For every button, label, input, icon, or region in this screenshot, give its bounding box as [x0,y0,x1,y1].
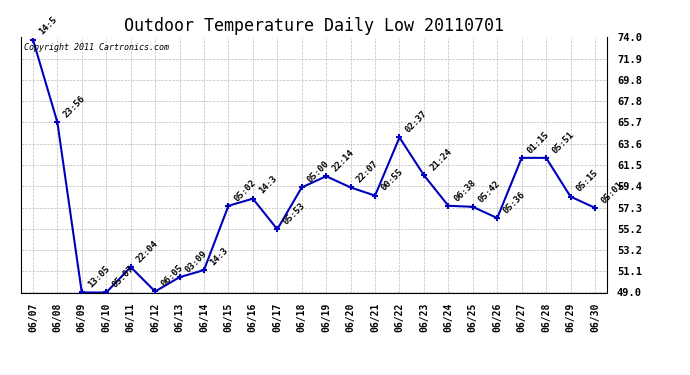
Text: 13:05: 13:05 [86,264,111,290]
Text: 05:00: 05:00 [306,159,331,184]
Text: 14:3: 14:3 [257,174,279,196]
Title: Outdoor Temperature Daily Low 20110701: Outdoor Temperature Daily Low 20110701 [124,16,504,34]
Text: 05:51: 05:51 [550,130,575,155]
Text: 05:15: 05:15 [575,168,600,194]
Text: 22:14: 22:14 [331,148,356,174]
Text: 05:07: 05:07 [110,264,136,290]
Text: 03:09: 03:09 [184,249,209,274]
Text: 14:5: 14:5 [37,15,59,37]
Text: 00:55: 00:55 [380,168,404,193]
Text: 21:24: 21:24 [428,147,453,172]
Text: 01:15: 01:15 [526,130,551,155]
Text: 22:07: 22:07 [355,159,380,184]
Text: 06:38: 06:38 [453,178,478,203]
Text: 02:37: 02:37 [404,110,429,135]
Text: 22:04: 22:04 [135,239,160,264]
Text: 23:56: 23:56 [61,94,87,119]
Text: 05:02: 05:02 [233,178,258,203]
Text: Copyright 2011 Cartronics.com: Copyright 2011 Cartronics.com [23,43,168,52]
Text: 05:36: 05:36 [502,190,526,215]
Text: 14:3: 14:3 [208,246,230,267]
Text: 05:42: 05:42 [477,178,502,204]
Text: 05:01: 05:01 [599,180,624,205]
Text: 06:05: 06:05 [159,263,185,289]
Text: 05:53: 05:53 [282,201,307,226]
